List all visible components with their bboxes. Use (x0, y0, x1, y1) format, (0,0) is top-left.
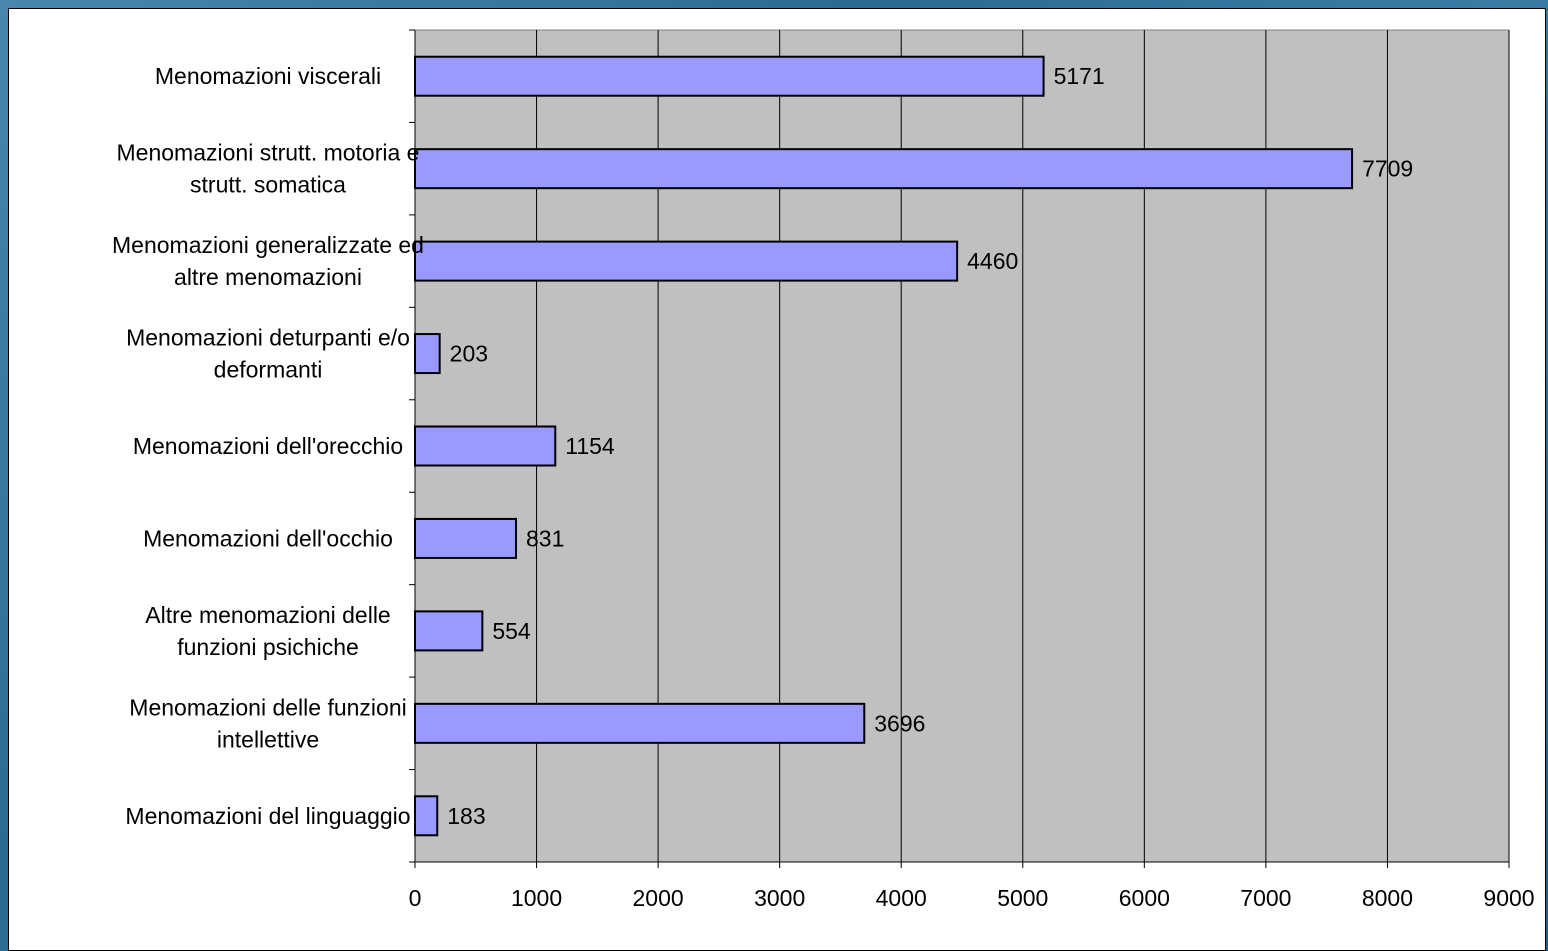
category-label: Menomazioni del linguaggio (125, 803, 410, 829)
x-tick-label: 8000 (1362, 885, 1413, 911)
x-tick-label: 9000 (1483, 885, 1534, 911)
category-label: altre menomazioni (174, 264, 362, 290)
x-tick-label: 7000 (1240, 885, 1291, 911)
category-label: Altre menomazioni delle (145, 602, 390, 628)
category-label: Menomazioni viscerali (155, 63, 381, 89)
data-label: 4460 (967, 248, 1018, 274)
x-tick-label: 4000 (876, 885, 927, 911)
data-label: 7709 (1362, 156, 1413, 182)
category-label: Menomazioni dell'occhio (143, 525, 393, 551)
data-label: 183 (447, 803, 485, 829)
x-tick-label: 3000 (754, 885, 805, 911)
bar (414, 425, 557, 467)
data-label: 831 (526, 525, 564, 551)
bar (414, 517, 518, 559)
category-label: Menomazioni deturpanti e/o (126, 325, 410, 351)
bar (414, 55, 1045, 97)
bar (414, 702, 866, 744)
data-label: 1154 (565, 433, 615, 459)
bar (414, 148, 1354, 190)
x-tick-label: 6000 (1119, 885, 1170, 911)
category-label: Menomazioni generalizzate ed (112, 232, 424, 258)
category-label: intellettive (217, 726, 319, 752)
x-tick-label: 0 (409, 885, 422, 911)
data-label: 5171 (1054, 63, 1105, 89)
category-label: Menomazioni dell'orecchio (133, 433, 403, 459)
category-label: Menomazioni delle funzioni (129, 694, 406, 720)
category-label: Menomazioni strutt. motoria e (117, 140, 420, 166)
category-label: strutt. somatica (190, 172, 346, 198)
data-label: 3696 (874, 710, 925, 736)
bar (414, 795, 439, 837)
bar (414, 240, 959, 282)
x-tick-label: 2000 (633, 885, 684, 911)
bar (414, 333, 441, 375)
x-tick-label: 5000 (997, 885, 1048, 911)
category-label: funzioni psichiche (177, 634, 359, 660)
category-label: deformanti (214, 357, 323, 383)
bar (414, 610, 484, 652)
data-label: 203 (450, 341, 488, 367)
x-tick-label: 1000 (511, 885, 562, 911)
data-label: 554 (492, 618, 531, 644)
